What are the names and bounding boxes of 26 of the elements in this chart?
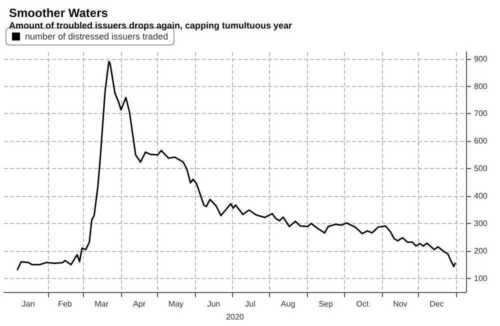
y-tick-label: 600 — [474, 136, 488, 146]
y-tick-label: 500 — [474, 164, 488, 174]
x-tick-label: Jan — [22, 300, 35, 309]
x-axis-title: 2020 — [226, 312, 244, 322]
y-tick-label: 100 — [474, 274, 488, 283]
y-tick-label: 800 — [474, 82, 488, 91]
x-tick-label: May — [168, 300, 184, 309]
x-tick-label: Sep — [318, 300, 334, 309]
x-tick-label: Nov — [393, 300, 408, 309]
x-tick-label: Oct — [356, 300, 370, 309]
chart-subtitle: Amount of troubled issuers drops again, capping tumultuous year — [9, 20, 293, 30]
y-tick-label: 900 — [474, 54, 488, 64]
x-tick-label: Aug — [280, 300, 296, 309]
y-tick-label: 200 — [474, 246, 488, 256]
y-tick-label: 700 — [474, 109, 488, 118]
y-tick-label: 400 — [474, 192, 488, 201]
x-tick-label: Jul — [245, 300, 256, 309]
x-tick-label: Feb — [58, 300, 72, 309]
chart-title: Smoother Waters — [9, 6, 108, 20]
x-tick-label: Mar — [94, 300, 109, 309]
line-series — [16, 60, 456, 270]
x-tick-label: Apr — [133, 300, 146, 309]
legend-label: number of distressed issuers traded — [25, 32, 168, 42]
x-tick-label: Dec — [430, 300, 444, 309]
y-tick-label: 300 — [474, 219, 488, 228]
x-tick-label: Jun — [207, 300, 220, 309]
